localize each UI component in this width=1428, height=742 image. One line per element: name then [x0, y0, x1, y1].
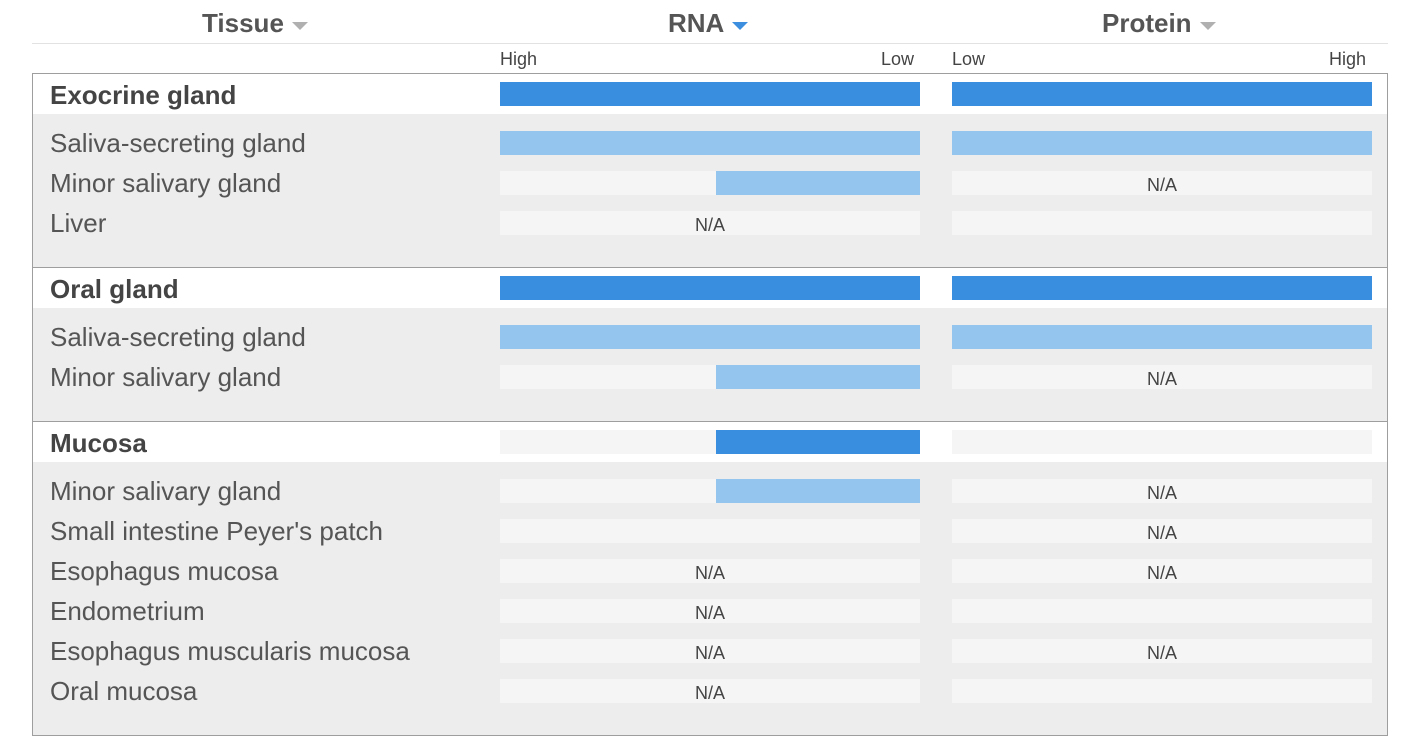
protein-bar-track	[952, 82, 1372, 106]
caret-down-icon	[1199, 22, 1216, 30]
rna-bar-track: N/A	[500, 639, 920, 663]
tissue-row-label[interactable]: Endometrium	[50, 596, 205, 626]
rna-bar-track	[500, 171, 920, 195]
protein-bar-track	[952, 131, 1372, 155]
protein-column-label: Protein	[1102, 7, 1192, 38]
rna-bar-fill	[500, 131, 920, 155]
protein-na-label: N/A	[1146, 643, 1177, 663]
rna-bar-track	[500, 430, 920, 454]
protein-bar-track	[952, 599, 1372, 623]
rna-scale-high: High	[500, 49, 538, 69]
protein-bar-fill	[952, 325, 1372, 349]
tissue-group: Mucosa Minor salivary gland N/A Small intes…	[32, 421, 1388, 736]
rna-column-label: RNA	[668, 7, 725, 38]
protein-bar-track: N/A	[952, 479, 1372, 503]
protein-bar-track: N/A	[952, 365, 1372, 389]
protein-bar-track	[952, 211, 1372, 235]
protein-na-label: N/A	[1146, 369, 1177, 389]
rna-bar-fill	[500, 325, 920, 349]
rna-bar-fill	[716, 430, 920, 454]
sort-tissue-button[interactable]: Tissue	[202, 6, 308, 40]
group-title: Exocrine gland	[50, 80, 237, 110]
tissue-row-label[interactable]: Minor salivary gland	[50, 362, 282, 392]
protein-na-label: N/A	[1146, 523, 1177, 543]
rna-bar-track: N/A	[500, 599, 920, 623]
protein-scale-low: Low	[952, 49, 986, 69]
tissue-row-label[interactable]: Small intestine Peyer's patch	[50, 516, 384, 546]
sort-rna-button[interactable]: RNA	[668, 6, 749, 40]
protein-na-label: N/A	[1146, 175, 1177, 195]
caret-down-icon	[291, 22, 308, 30]
rna-bar-fill	[716, 365, 920, 389]
rna-bar-fill	[716, 171, 920, 195]
tissue-row-label[interactable]: Liver	[50, 208, 107, 238]
rna-bar-track: N/A	[500, 559, 920, 583]
protein-bar-track	[952, 430, 1372, 454]
protein-bar-fill	[952, 82, 1372, 106]
rna-scale-low: Low	[881, 49, 915, 69]
tissue-row-label[interactable]: Saliva-secreting gland	[50, 322, 306, 352]
rna-na-label: N/A	[694, 683, 725, 703]
protein-bar-track: N/A	[952, 559, 1372, 583]
rna-bar-track	[500, 325, 920, 349]
rna-bar-fill	[716, 479, 920, 503]
protein-bar-track	[952, 276, 1372, 300]
rna-bar-track	[500, 82, 920, 106]
protein-bar-track: N/A	[952, 171, 1372, 195]
rna-bar-track: N/A	[500, 211, 920, 235]
tissue-group: Oral gland Saliva-secreting gland Minor sa…	[32, 267, 1388, 422]
rna-na-label: N/A	[694, 215, 725, 235]
group-title: Mucosa	[50, 428, 147, 458]
rna-bar-track	[500, 479, 920, 503]
caret-down-icon	[732, 22, 749, 30]
tissue-group: Exocrine gland Saliva-secreting gland Mino…	[32, 73, 1388, 268]
rna-bar-fill	[500, 82, 920, 106]
tissue-row-label[interactable]: Saliva-secreting gland	[50, 128, 306, 158]
group-title: Oral gland	[50, 274, 179, 304]
rna-bar-track	[500, 365, 920, 389]
protein-bar-track	[952, 679, 1372, 703]
rna-bar-fill	[500, 276, 920, 300]
sort-protein-button[interactable]: Protein	[1102, 6, 1216, 40]
tissue-column-label: Tissue	[202, 7, 284, 38]
rna-bar-track	[500, 131, 920, 155]
tissue-row-label[interactable]: Esophagus muscularis mucosa	[50, 636, 410, 666]
tissue-row-label[interactable]: Esophagus mucosa	[50, 556, 279, 586]
protein-scale-high: High	[1329, 49, 1367, 69]
rna-bar-track: N/A	[500, 679, 920, 703]
table-header: Tissue RNA Protein	[32, 0, 1388, 44]
protein-na-label: N/A	[1146, 483, 1177, 503]
protein-bar-fill	[952, 131, 1372, 155]
tissue-row-label[interactable]: Oral mucosa	[50, 676, 198, 706]
rna-bar-track	[500, 276, 920, 300]
protein-na-label: N/A	[1146, 563, 1177, 583]
protein-bar-track: N/A	[952, 639, 1372, 663]
rna-na-label: N/A	[694, 603, 725, 623]
tissue-row-label[interactable]: Minor salivary gland	[50, 476, 282, 506]
rna-bar-track	[500, 519, 920, 543]
tissue-row-label[interactable]: Minor salivary gland	[50, 168, 282, 198]
protein-bar-fill	[952, 276, 1372, 300]
rna-na-label: N/A	[694, 643, 725, 663]
protein-bar-track	[952, 325, 1372, 349]
protein-bar-track: N/A	[952, 519, 1372, 543]
rna-na-label: N/A	[694, 563, 725, 583]
